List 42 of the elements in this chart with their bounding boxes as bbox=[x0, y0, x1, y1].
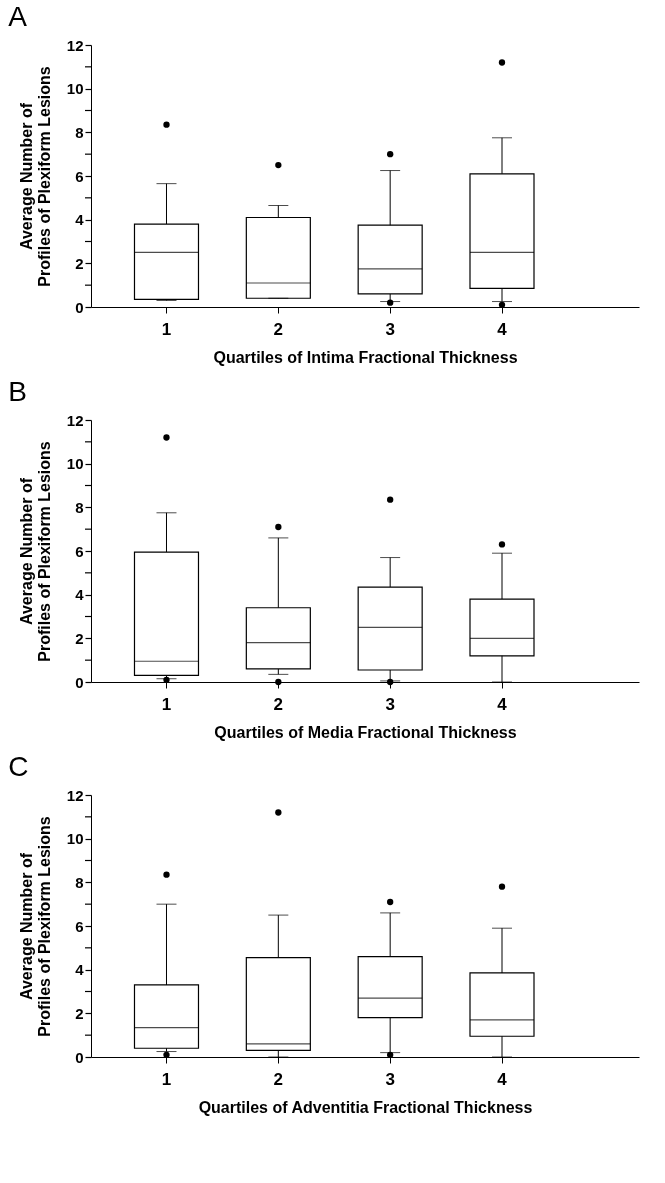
x-tick-label: 1 bbox=[161, 319, 172, 339]
x-tick-label: 4 bbox=[497, 319, 508, 339]
y-tick-label: 8 bbox=[75, 873, 84, 891]
y-tick-label: 0 bbox=[75, 1048, 84, 1066]
y-tick-label: 2 bbox=[75, 254, 84, 272]
y-tick-label: 4 bbox=[75, 211, 85, 229]
y-tick-label: 6 bbox=[75, 167, 84, 185]
y-tick-label: 6 bbox=[75, 917, 84, 935]
x-tick-label: 4 bbox=[497, 1069, 508, 1089]
x-tick-label: 1 bbox=[161, 694, 172, 714]
y-tick-label: 12 bbox=[66, 36, 84, 54]
x-tick-label: 2 bbox=[273, 1069, 284, 1089]
y-tick-label: 2 bbox=[75, 1004, 84, 1022]
y-tick-label: 0 bbox=[75, 673, 84, 691]
x-tick-label: 3 bbox=[385, 1069, 395, 1089]
y-tick-label: 12 bbox=[66, 411, 84, 429]
y-tick-label: 4 bbox=[75, 961, 85, 979]
chart-title: B bbox=[8, 376, 27, 407]
y-tick-label: 2 bbox=[75, 629, 84, 647]
x-axis-title: Quartiles of Adventitia Fractional Thickness bbox=[198, 1098, 533, 1116]
y-tick-label: 0 bbox=[75, 298, 84, 316]
y-tick-label: 4 bbox=[75, 586, 85, 604]
y-tick-label: 8 bbox=[75, 498, 84, 516]
x-axis-title: Quartiles of Media Fractional Thickness bbox=[214, 723, 517, 741]
chart-title: C bbox=[8, 751, 29, 782]
y-tick-label: 8 bbox=[75, 123, 84, 141]
chart-title: A bbox=[8, 1, 28, 32]
y-tick-label: 12 bbox=[66, 786, 84, 804]
x-tick-label: 3 bbox=[385, 319, 395, 339]
x-axis-title: Quartiles of Intima Fractional Thickness bbox=[213, 348, 518, 366]
x-tick-label: 2 bbox=[273, 694, 284, 714]
x-tick-label: 4 bbox=[497, 694, 508, 714]
y-axis-title: Average Number of Profiles of Plexiform Lesions bbox=[17, 441, 53, 662]
x-tick-label: 3 bbox=[385, 694, 395, 714]
y-tick-label: 6 bbox=[75, 542, 84, 560]
y-tick-label: 10 bbox=[66, 830, 84, 848]
y-tick-label: 10 bbox=[66, 80, 84, 98]
x-tick-label: 1 bbox=[161, 1069, 172, 1089]
y-tick-label: 10 bbox=[66, 455, 84, 473]
y-axis-title: Average Number of Profiles of Plexiform Lesions bbox=[17, 816, 53, 1037]
x-tick-label: 2 bbox=[273, 319, 284, 339]
y-axis-title: Average Number of Profiles of Plexiform Lesions bbox=[17, 66, 53, 287]
